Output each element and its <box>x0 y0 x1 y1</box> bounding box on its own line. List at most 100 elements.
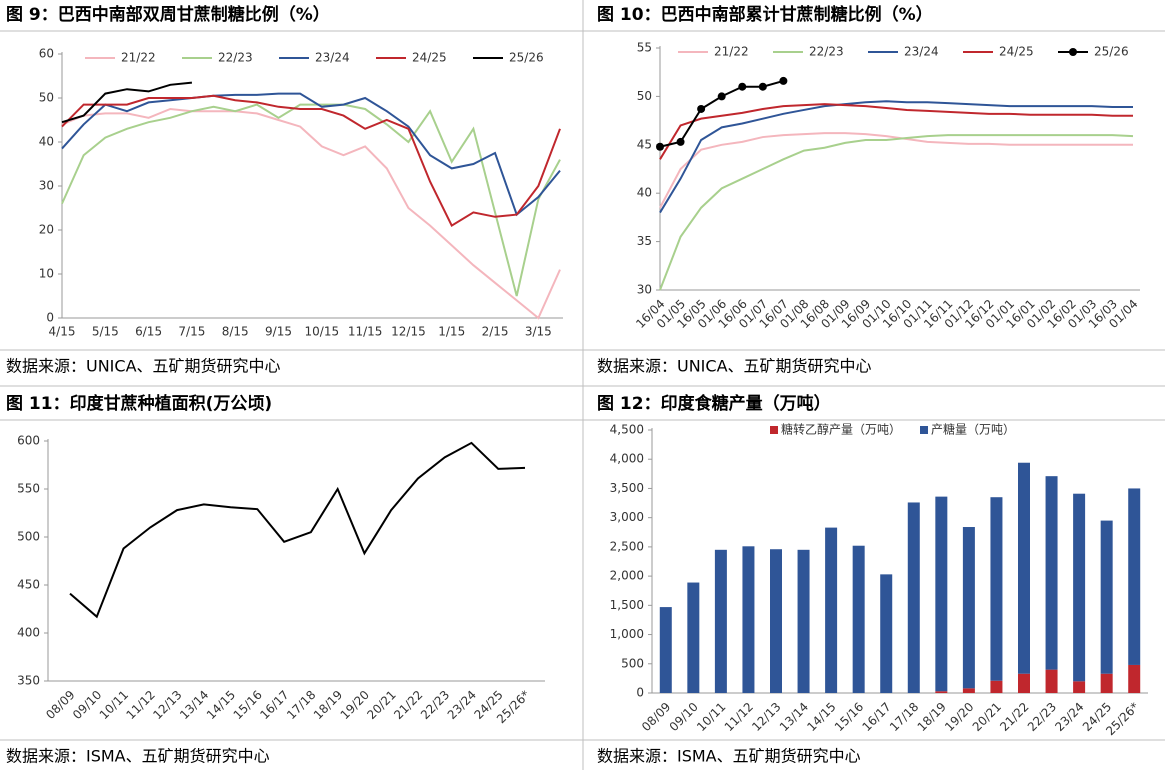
x-tick-label: 12/13 <box>150 688 184 722</box>
x-tick-label: 10/15 <box>305 325 340 339</box>
y-tick-label: 500 <box>17 530 40 544</box>
x-tick-label: 21/22 <box>391 688 425 722</box>
x-tick-label: 3/15 <box>525 325 552 339</box>
y-tick-label: 55 <box>637 41 652 55</box>
x-tick-label: 17/18 <box>284 688 318 722</box>
x-tick-label: 16/17 <box>257 688 291 722</box>
legend-label: 25/26 <box>509 51 544 65</box>
y-tick-label: 550 <box>17 482 40 496</box>
bar-segment <box>770 549 782 693</box>
x-tick-label: 23/24 <box>1052 700 1086 734</box>
point-marker <box>779 76 788 85</box>
y-tick-label: 2,500 <box>610 539 644 553</box>
x-tick-label: 16/17 <box>859 700 893 734</box>
legend-label: 21/22 <box>121 51 156 65</box>
bar-segment <box>907 502 920 693</box>
source-note: 数据来源：ISMA、五矿期货研究中心 <box>597 747 861 766</box>
bar-segment <box>935 691 948 693</box>
y-tick-label: 20 <box>39 223 54 237</box>
x-tick-label: 2/15 <box>482 325 509 339</box>
x-tick-label: 4/15 <box>49 325 76 339</box>
x-tick-label: 19/20 <box>338 688 372 722</box>
chart-title: 图 12：印度食糖产量（万吨） <box>597 393 831 414</box>
source-note: 数据来源：UNICA、五矿期货研究中心 <box>6 357 281 376</box>
bar-segment <box>852 545 865 693</box>
bar-segment <box>1100 673 1113 693</box>
chart-title: 图 11：印度甘蔗种植面积(万公顷) <box>6 393 272 414</box>
legend-label: 糖转乙醇产量（万吨） <box>781 422 901 437</box>
y-tick-label: 40 <box>39 135 54 149</box>
y-tick-label: 10 <box>39 267 54 281</box>
x-tick-label: 5/15 <box>92 325 119 339</box>
x-tick-label: 18/19 <box>311 688 345 722</box>
x-tick-label: 11/12 <box>722 700 756 734</box>
bar-segment <box>1100 520 1113 674</box>
x-tick-label: 14/15 <box>804 700 838 734</box>
series-line <box>61 103 561 297</box>
x-tick-label: 10/11 <box>694 700 728 734</box>
x-tick-label: 18/19 <box>915 700 949 734</box>
x-tick-label: 6/15 <box>135 325 162 339</box>
y-tick-label: 450 <box>17 578 40 592</box>
point-marker <box>738 82 747 91</box>
x-tick-label: 11/12 <box>124 688 158 722</box>
bar-segment <box>714 549 727 693</box>
series-line <box>61 94 561 228</box>
y-tick-label: 600 <box>17 434 40 448</box>
series-line <box>61 81 193 124</box>
bar-segment <box>990 680 1003 693</box>
y-tick-label: 50 <box>637 89 652 103</box>
bar-segment <box>962 688 975 693</box>
legend-label: 24/25 <box>999 45 1034 59</box>
legend-label: 22/23 <box>218 51 253 65</box>
x-tick-label: 8/15 <box>222 325 249 339</box>
chart-title: 图 9：巴西中南部双周甘蔗制糖比例（%） <box>6 4 330 25</box>
y-tick-label: 1,000 <box>610 627 644 641</box>
x-tick-label: 23/24 <box>445 688 479 722</box>
x-tick-label: 20/21 <box>970 700 1004 734</box>
x-tick-label: 22/23 <box>1025 700 1059 734</box>
legend-label: 21/22 <box>714 45 749 59</box>
bar-segment <box>880 574 893 693</box>
legend-label: 25/26 <box>1094 45 1129 59</box>
x-tick-label: 19/20 <box>942 700 976 734</box>
y-tick-label: 50 <box>39 91 54 105</box>
y-tick-label: 1,500 <box>610 598 644 612</box>
x-tick-label: 17/18 <box>887 700 921 734</box>
bar-segment <box>962 527 975 689</box>
point-marker <box>697 104 706 113</box>
y-tick-label: 4,000 <box>610 452 644 466</box>
x-tick-label: 09/10 <box>667 700 701 734</box>
x-tick-label: 9/15 <box>265 325 292 339</box>
bar-segment <box>1045 669 1058 693</box>
bar-segment <box>1045 476 1058 670</box>
x-tick-label: 14/15 <box>204 688 238 722</box>
x-tick-label: 20/21 <box>364 688 398 722</box>
point-marker <box>717 92 726 101</box>
point-marker <box>758 82 767 91</box>
legend-label: 23/24 <box>904 45 939 59</box>
bar-segment <box>1073 681 1086 693</box>
bar-segment <box>935 496 948 692</box>
x-tick-label: 15/16 <box>832 700 866 734</box>
legend-label: 22/23 <box>809 45 844 59</box>
legend-marker <box>1069 48 1077 56</box>
y-tick-label: 30 <box>637 283 652 297</box>
y-tick-label: 40 <box>637 186 652 200</box>
source-note: 数据来源：ISMA、五矿期货研究中心 <box>6 747 270 766</box>
bar-segment <box>1073 493 1086 682</box>
series-line <box>659 100 1133 214</box>
series-line <box>61 107 561 320</box>
y-tick-label: 45 <box>637 137 652 151</box>
legend-label: 产糖量（万吨） <box>931 422 1015 437</box>
y-tick-label: 2,000 <box>610 569 644 583</box>
bar-segment <box>1128 488 1141 665</box>
x-tick-label: 13/14 <box>777 700 811 734</box>
bar-segment <box>687 582 700 693</box>
x-tick-label: 12/13 <box>749 700 783 734</box>
bar-segment <box>990 497 1003 681</box>
series-line <box>61 92 561 217</box>
series-line <box>659 134 1134 291</box>
y-tick-label: 3,500 <box>610 481 644 495</box>
bar-segment <box>825 527 838 693</box>
